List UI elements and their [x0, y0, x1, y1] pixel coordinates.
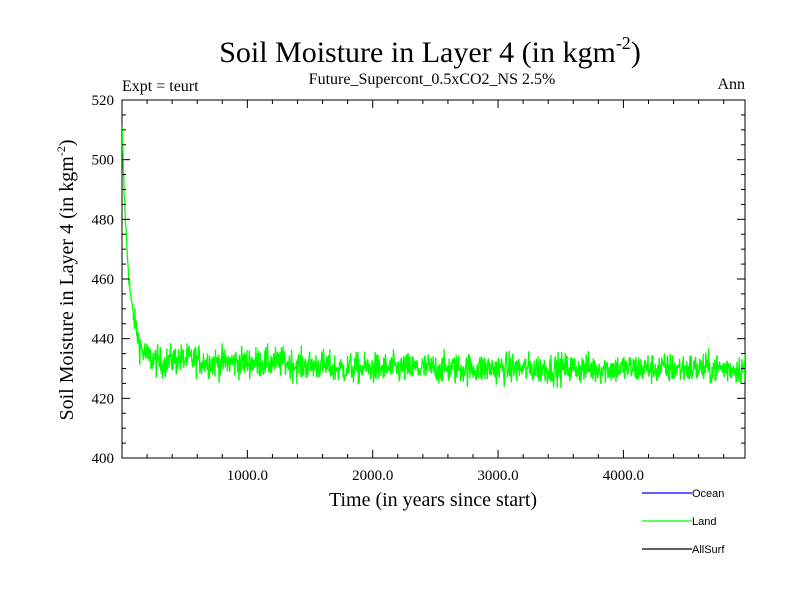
plot-area: 400 420 440 460 480 500 520 1000.0 2000.0 3000.0… [92, 93, 746, 484]
y-tick-label: 460 [92, 272, 115, 288]
series-layer [122, 126, 745, 389]
experiment-label: Expt = teurt [122, 78, 199, 95]
legend-label-allsurf: AllSurf [692, 544, 725, 556]
series-line-land [122, 126, 745, 389]
x-tick-label: 2000.0 [352, 468, 393, 484]
y-tick-label: 400 [92, 451, 115, 467]
x-tick-label: 3000.0 [477, 468, 518, 484]
legend: Ocean Land AllSurf [642, 488, 725, 556]
season-label: Ann [717, 76, 745, 93]
y-axis-label: Soil Moisture in Layer 4 (in kgm-2) [54, 139, 78, 420]
y-tick-label: 480 [92, 212, 115, 228]
y-tick-label: 440 [92, 332, 115, 348]
y-tick-label: 500 [92, 153, 115, 169]
x-axis-label: Time (in years since start) [329, 489, 537, 511]
legend-label-land: Land [692, 516, 716, 528]
plot-frame [121, 99, 746, 459]
y-axis-label-sup: -2 [54, 146, 68, 156]
y-tick-label: 520 [92, 93, 115, 109]
legend-label-ocean: Ocean [692, 488, 724, 500]
chart-title-main: Soil Moisture in Layer 4 (in kgm [219, 36, 616, 69]
y-axis-label-main: Soil Moisture in Layer 4 (in kgm [56, 156, 78, 421]
chart-subtitle: Future_Supercont_0.5xCO2_NS 2.5% [309, 71, 556, 88]
x-tick-label: 1000.0 [227, 468, 268, 484]
x-axis: 1000.0 2000.0 3000.0 4000.0 [146, 100, 725, 484]
chart-title-sup: -2 [616, 33, 631, 53]
y-axis-label-close: ) [56, 139, 78, 146]
y-axis: 400 420 440 460 480 500 520 [92, 93, 745, 467]
y-tick-label: 420 [92, 391, 115, 407]
chart-title: Soil Moisture in Layer 4 (in kgm-2) [219, 33, 641, 69]
chart-title-close: ) [631, 36, 641, 69]
x-tick-label: 4000.0 [603, 468, 644, 484]
